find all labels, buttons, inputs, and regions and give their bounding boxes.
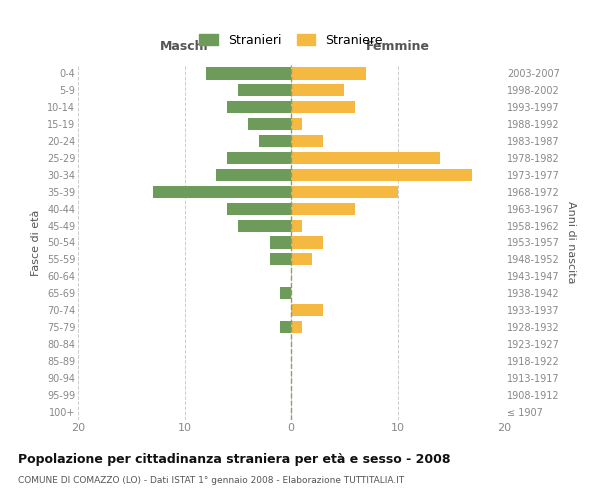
Bar [227,101,291,114]
Bar [227,152,291,164]
Bar [217,169,291,181]
Bar [291,84,344,96]
Bar [291,236,323,248]
Text: COMUNE DI COMAZZO (LO) - Dati ISTAT 1° gennaio 2008 - Elaborazione TUTTITALIA.IT: COMUNE DI COMAZZO (LO) - Dati ISTAT 1° g… [18,476,404,485]
Bar [291,254,313,266]
Bar [291,169,472,181]
Text: Maschi: Maschi [160,40,209,53]
Bar [291,186,398,198]
Bar [270,236,291,248]
Text: Femmine: Femmine [365,40,430,53]
Bar [227,202,291,215]
Bar [291,321,302,333]
Bar [259,135,291,147]
Bar [291,304,323,316]
Bar [238,220,291,232]
Bar [291,152,440,164]
Bar [291,220,302,232]
Bar [248,118,291,130]
Legend: Stranieri, Straniere: Stranieri, Straniere [196,30,386,51]
Bar [291,202,355,215]
Y-axis label: Fasce di età: Fasce di età [31,210,41,276]
Y-axis label: Anni di nascita: Anni di nascita [566,201,577,284]
Bar [206,68,291,80]
Bar [291,118,302,130]
Bar [280,321,291,333]
Bar [152,186,291,198]
Bar [291,135,323,147]
Bar [280,287,291,300]
Bar [270,254,291,266]
Bar [291,101,355,114]
Bar [291,68,365,80]
Bar [238,84,291,96]
Text: Popolazione per cittadinanza straniera per età e sesso - 2008: Popolazione per cittadinanza straniera p… [18,452,451,466]
